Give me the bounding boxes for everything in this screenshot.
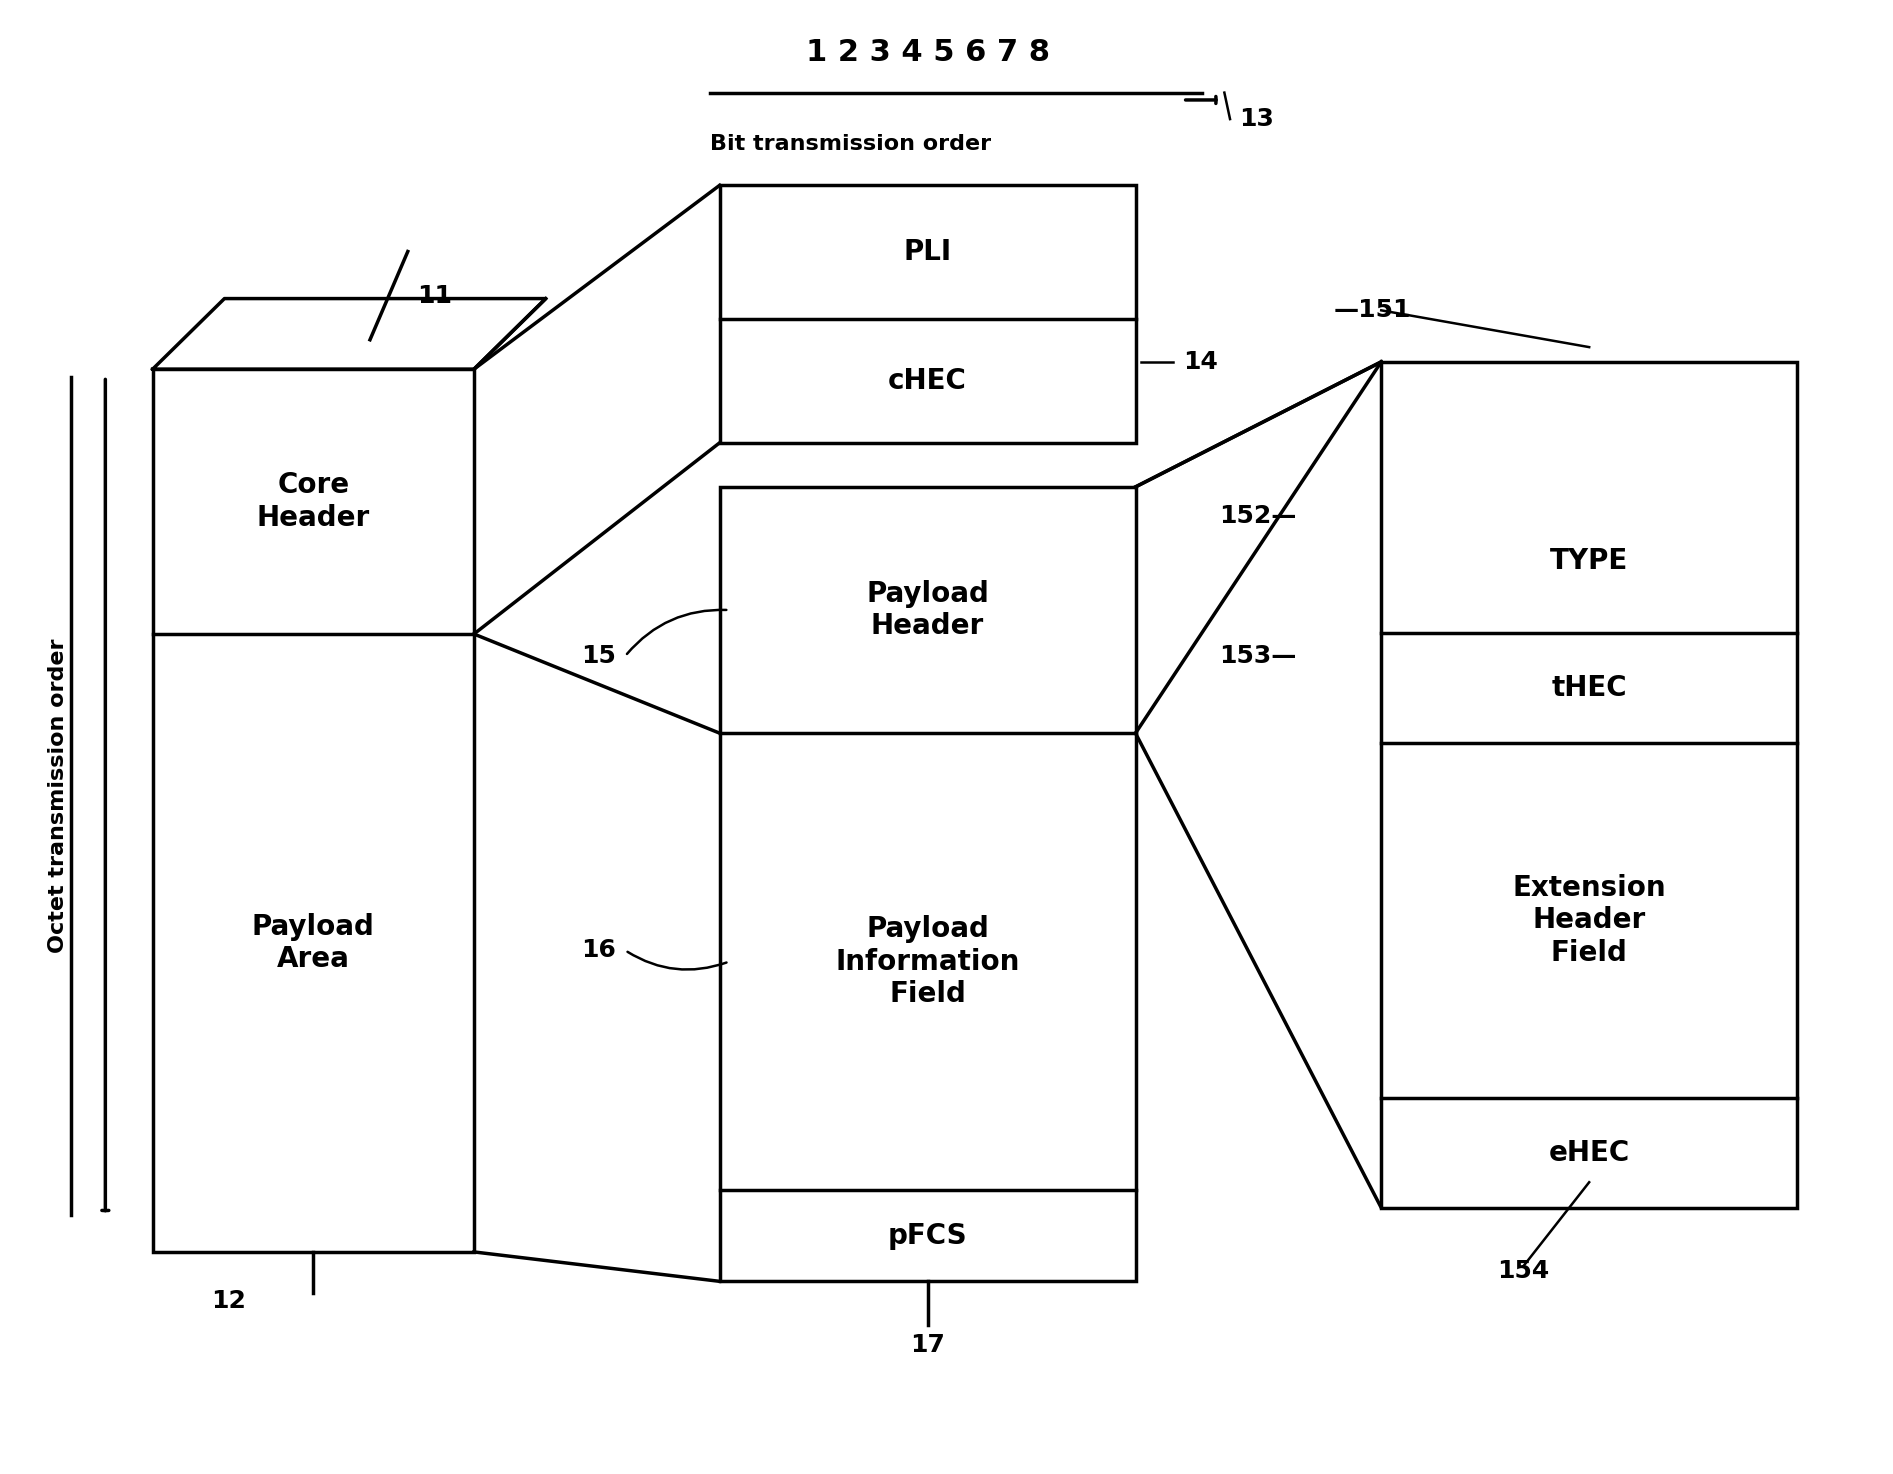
Bar: [1382, 361, 1796, 1207]
Bar: [719, 186, 1136, 442]
Text: 154: 154: [1497, 1259, 1548, 1284]
Text: tHEC: tHEC: [1552, 674, 1626, 702]
Text: 17: 17: [911, 1332, 945, 1358]
Text: 1 2 3 4 5 6 7 8: 1 2 3 4 5 6 7 8: [806, 38, 1049, 68]
Text: 152—: 152—: [1219, 504, 1297, 528]
Text: cHEC: cHEC: [888, 367, 967, 395]
Text: eHEC: eHEC: [1548, 1139, 1630, 1167]
Bar: [719, 486, 1136, 1281]
Text: Payload
Area: Payload Area: [252, 912, 375, 973]
Text: pFCS: pFCS: [888, 1222, 967, 1250]
Text: Extension
Header
Field: Extension Header Field: [1513, 874, 1666, 967]
Text: Payload
Header: Payload Header: [867, 579, 988, 640]
Text: Bit transmission order: Bit transmission order: [710, 134, 992, 153]
Text: 16: 16: [581, 939, 615, 963]
Text: 153—: 153—: [1219, 644, 1297, 668]
Text: 11: 11: [416, 283, 452, 308]
Text: Core
Header: Core Header: [257, 472, 369, 532]
Text: 14: 14: [1183, 349, 1217, 374]
Text: TYPE: TYPE: [1550, 547, 1628, 575]
Text: 15: 15: [581, 644, 615, 668]
Bar: [153, 368, 473, 1251]
Text: PLI: PLI: [903, 239, 952, 267]
Text: 12: 12: [210, 1288, 246, 1313]
Text: —151: —151: [1335, 298, 1412, 323]
Text: Octet transmission order: Octet transmission order: [47, 638, 68, 954]
Text: Payload
Information
Field: Payload Information Field: [835, 915, 1020, 1008]
Text: 13: 13: [1240, 108, 1274, 131]
